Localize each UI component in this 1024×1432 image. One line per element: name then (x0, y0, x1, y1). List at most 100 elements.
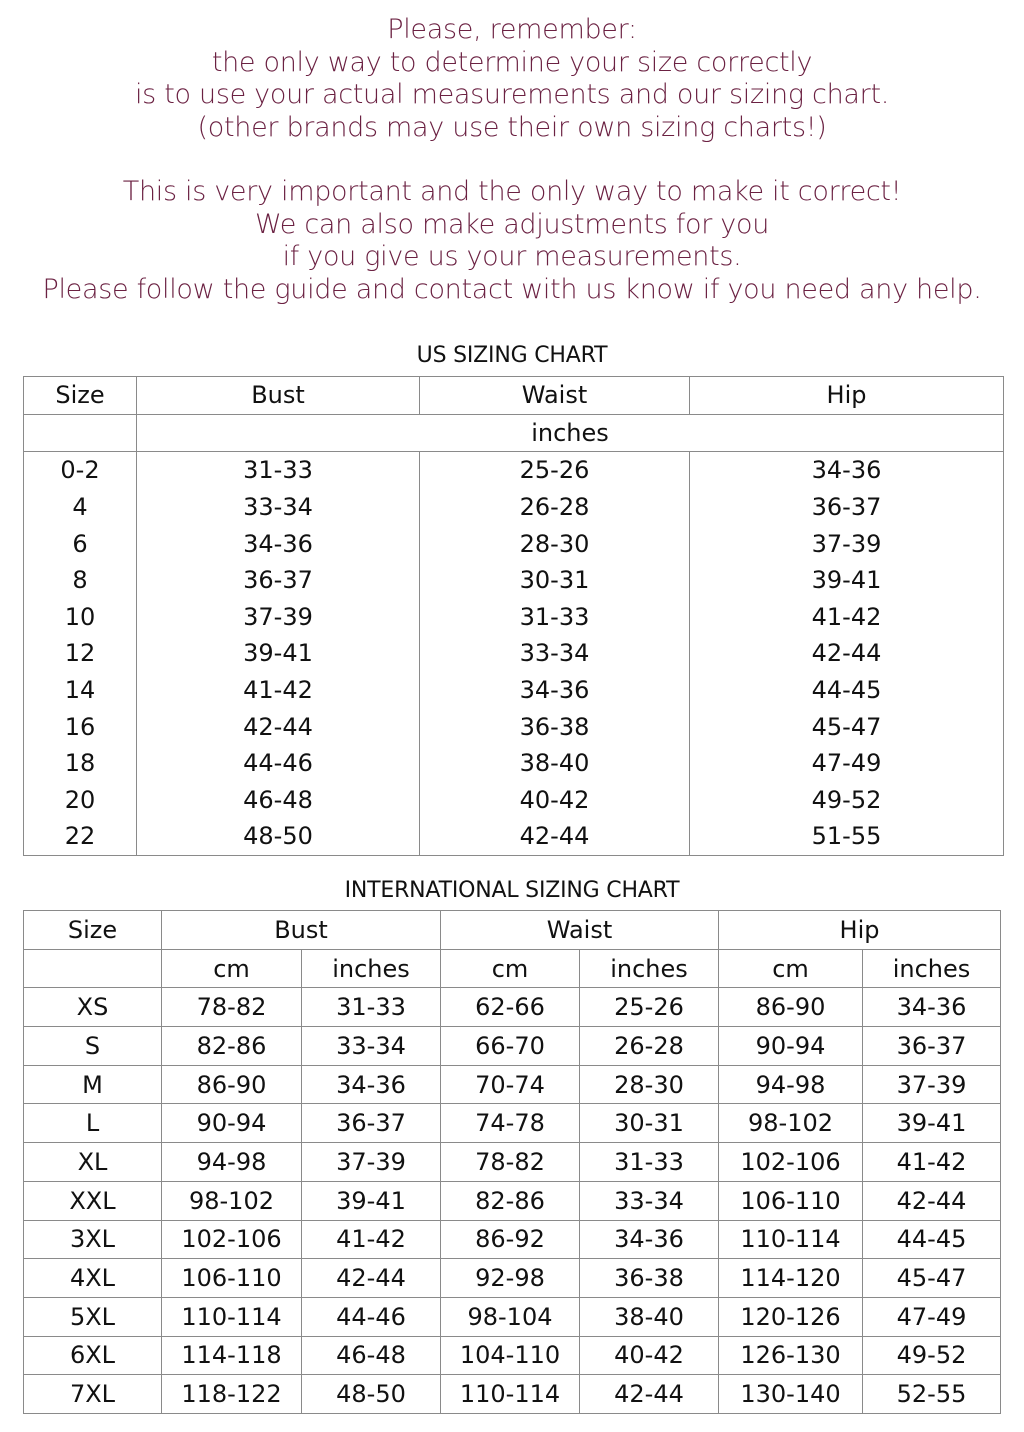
size-cell: 16 (23, 708, 137, 745)
header-size: Size (23, 910, 162, 950)
measurement-cell: 82-86 (440, 1180, 580, 1221)
measurement-cell: 102-106 (161, 1219, 302, 1260)
header-hip: Hip (718, 910, 1002, 950)
measurement-cell: 120-126 (718, 1296, 864, 1337)
measurement-cell: 47-49 (862, 1296, 1002, 1337)
size-cell: 0-2 (23, 451, 137, 489)
measurement-cell: 62-66 (440, 987, 580, 1028)
size-cell: 7XL (23, 1374, 162, 1414)
table-row: 5XL 110-114 44-46 98-104 38-40 120-126 47-49 (23, 1296, 1002, 1337)
intro-message: Please, remember: the only way to determ… (0, 14, 1024, 306)
measurement-cell: 42-44 (578, 1374, 720, 1414)
size-cell: 14 (23, 671, 137, 709)
measurement-cell: 98-102 (161, 1180, 302, 1221)
size-cell: XL (23, 1142, 162, 1182)
table-row: L 90-94 36-37 74-78 30-31 98-102 39-41 (23, 1103, 1002, 1144)
measurement-cell: 44-45 (689, 671, 1004, 709)
size-cell: 12 (23, 635, 137, 672)
table-row: 4 33-34 26-28 36-37 (23, 488, 1004, 526)
measurement-cell: 94-98 (161, 1142, 302, 1182)
measurement-cell: 33-34 (419, 635, 690, 672)
measurement-cell: 78-82 (161, 987, 302, 1028)
measurement-cell: 30-31 (578, 1103, 720, 1144)
measurement-cell: 40-42 (578, 1335, 720, 1376)
measurement-cell: 37-39 (862, 1064, 1002, 1105)
measurement-cell: 42-44 (136, 708, 420, 745)
table-row: 8 36-37 30-31 39-41 (23, 561, 1004, 599)
measurement-cell: 41-42 (301, 1219, 441, 1260)
size-cell: 4 (23, 488, 137, 526)
table-row: XL 94-98 37-39 78-82 31-33 102-106 41-42 (23, 1142, 1002, 1182)
size-cell: 22 (23, 818, 137, 856)
size-cell: 4XL (23, 1258, 162, 1298)
measurement-cell: 33-34 (301, 1026, 441, 1066)
empty-cell (23, 948, 162, 989)
measurement-cell: 92-98 (440, 1258, 580, 1298)
table-row: 3XL 102-106 41-42 86-92 34-36 110-114 44-45 (23, 1219, 1002, 1260)
intl-chart-title: INTERNATIONAL SIZING CHART (344, 878, 680, 903)
measurement-cell: 38-40 (578, 1296, 720, 1337)
header-waist: Waist (419, 376, 690, 415)
table-row: 4XL 106-110 42-44 92-98 36-38 114-120 45-47 (23, 1258, 1002, 1298)
measurement-cell: 31-33 (578, 1142, 720, 1182)
intro-line: the only way to determine your size corr… (211, 46, 813, 78)
measurement-cell: 114-118 (161, 1335, 302, 1376)
measurement-cell: 33-34 (136, 488, 420, 526)
table-row: 10 37-39 31-33 41-42 (23, 598, 1004, 636)
measurement-cell: 39-41 (862, 1103, 1002, 1144)
measurement-cell: 94-98 (718, 1064, 864, 1105)
unit-label: inches (301, 948, 441, 989)
table-row: 14 41-42 34-36 44-45 (23, 671, 1004, 709)
measurement-cell: 48-50 (136, 818, 420, 856)
header-row: Size Bust Waist Hip (23, 376, 1004, 415)
unit-label: inches (136, 413, 1004, 453)
measurement-cell: 36-37 (136, 561, 420, 599)
measurement-cell: 86-90 (161, 1064, 302, 1105)
unit-label: inches (578, 948, 720, 989)
size-cell: L (23, 1103, 162, 1144)
measurement-cell: 40-42 (419, 781, 690, 819)
measurement-cell: 49-52 (862, 1335, 1002, 1376)
measurement-cell: 39-41 (689, 561, 1004, 599)
header-bust: Bust (161, 910, 441, 950)
measurement-cell: 45-47 (689, 708, 1004, 745)
measurement-cell: 110-114 (161, 1296, 302, 1337)
size-cell: 20 (23, 781, 137, 819)
measurement-cell: 70-74 (440, 1064, 580, 1105)
measurement-cell: 36-37 (862, 1026, 1002, 1066)
measurement-cell: 41-42 (689, 598, 1004, 636)
empty-cell (23, 413, 137, 453)
size-cell: 5XL (23, 1296, 162, 1337)
unit-row: inches (23, 413, 1004, 453)
us-sizing-table: Size Bust Waist Hip inches 0-2 31-33 25-26… (23, 376, 1004, 856)
unit-label: cm (440, 948, 580, 989)
measurement-cell: 28-30 (578, 1064, 720, 1105)
measurement-cell: 36-37 (301, 1103, 441, 1144)
measurement-cell: 102-106 (718, 1142, 864, 1182)
measurement-cell: 110-114 (718, 1219, 864, 1260)
measurement-cell: 90-94 (161, 1103, 302, 1144)
measurement-cell: 31-33 (136, 451, 420, 489)
table-row: 6 34-36 28-30 37-39 (23, 525, 1004, 562)
measurement-cell: 98-104 (440, 1296, 580, 1337)
unit-label: cm (161, 948, 302, 989)
measurement-cell: 26-28 (419, 488, 690, 526)
measurement-cell: 42-44 (689, 635, 1004, 672)
measurement-cell: 42-44 (862, 1180, 1002, 1221)
measurement-cell: 130-140 (718, 1374, 864, 1414)
size-cell: XXL (23, 1180, 162, 1221)
measurement-cell: 106-110 (718, 1180, 864, 1221)
table-row: 18 44-46 38-40 47-49 (23, 744, 1004, 782)
size-cell: 18 (23, 744, 137, 782)
intro-line: We can also make adjustments for you (254, 208, 770, 240)
table-row: 12 39-41 33-34 42-44 (23, 635, 1004, 672)
size-cell: M (23, 1064, 162, 1105)
measurement-cell: 48-50 (301, 1374, 441, 1414)
measurement-cell: 44-46 (136, 744, 420, 782)
intro-line: if you give us your measurements. (282, 241, 742, 272)
intro-line: is to use your actual measurements and o… (134, 79, 890, 110)
measurement-cell: 33-34 (578, 1180, 720, 1221)
measurement-cell: 126-130 (718, 1335, 864, 1376)
measurement-cell: 36-38 (578, 1258, 720, 1298)
table-row: 0-2 31-33 25-26 34-36 (23, 451, 1004, 489)
